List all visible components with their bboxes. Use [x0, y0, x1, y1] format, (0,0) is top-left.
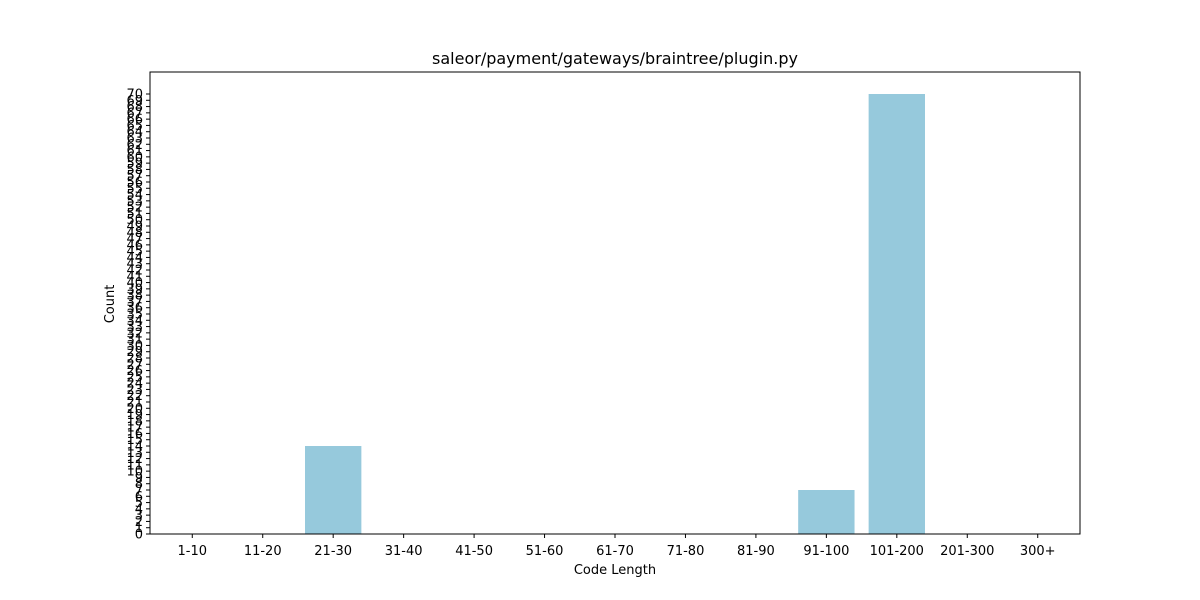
y-tick-label: 23 — [126, 383, 143, 398]
y-tick-label: 0 — [135, 528, 143, 543]
y-tick-label: 65 — [126, 119, 143, 134]
y-tick-label: 14 — [126, 440, 143, 455]
y-tick-label: 20 — [126, 402, 143, 417]
y-tick-label: 21 — [126, 396, 143, 411]
x-tick-label: 41-50 — [455, 544, 493, 559]
x-tick-label: 81-90 — [737, 544, 775, 559]
bar-91-100 — [798, 490, 855, 534]
y-tick-label: 55 — [126, 182, 143, 197]
y-tick-label: 18 — [126, 414, 143, 429]
y-tick-label: 33 — [126, 320, 143, 335]
y-tick-label: 45 — [126, 245, 143, 260]
y-tick-label: 66 — [126, 113, 143, 128]
y-tick-label: 4 — [135, 502, 143, 517]
y-tick-label: 60 — [126, 150, 143, 165]
y-tick-label: 5 — [135, 496, 143, 511]
y-tick-label: 46 — [126, 238, 143, 253]
y-tick-label: 17 — [126, 421, 143, 436]
y-tick-label: 52 — [126, 201, 143, 216]
y-tick-label: 9 — [135, 471, 143, 486]
y-tick-label: 61 — [126, 144, 143, 159]
y-tick-label: 7 — [135, 484, 143, 499]
x-tick-label: 71-80 — [667, 544, 705, 559]
x-tick-label: 300+ — [1020, 544, 1056, 559]
x-tick-label: 31-40 — [385, 544, 423, 559]
y-tick-label: 30 — [126, 339, 143, 354]
y-tick-label: 24 — [126, 377, 143, 392]
y-tick-label: 2 — [135, 515, 143, 530]
y-tick-label: 40 — [126, 276, 143, 291]
y-tick-label: 1 — [135, 521, 143, 536]
y-tick-label: 38 — [126, 289, 143, 304]
y-tick-label: 51 — [126, 207, 143, 222]
x-tick-label: 1-10 — [178, 544, 208, 559]
y-tick-label: 63 — [126, 132, 143, 147]
y-tick-label: 10 — [126, 465, 143, 480]
y-tick-label: 49 — [126, 220, 143, 235]
x-axis-ticks: 1-10 11-20 21-30 31-40 41-50 51-60 61-70 71-80 8… — [178, 534, 1056, 559]
y-tick-label: 27 — [126, 358, 143, 373]
y-tick-label: 22 — [126, 389, 143, 404]
y-tick-label: 8 — [135, 477, 143, 492]
y-tick-label: 19 — [126, 408, 143, 423]
y-tick-label: 57 — [126, 169, 143, 184]
y-tick-label: 25 — [126, 370, 143, 385]
x-tick-label: 11-20 — [244, 544, 282, 559]
x-tick-label: 201-300 — [940, 544, 994, 559]
x-tick-label: 21-30 — [314, 544, 352, 559]
y-tick-label: 32 — [126, 326, 143, 341]
y-tick-label: 59 — [126, 157, 143, 172]
y-tick-label: 12 — [126, 452, 143, 467]
y-tick-label: 39 — [126, 282, 143, 297]
bars-group — [305, 94, 925, 534]
y-tick-label: 43 — [126, 257, 143, 272]
y-tick-label: 6 — [135, 490, 143, 505]
y-tick-label: 68 — [126, 100, 143, 115]
y-tick-label: 13 — [126, 446, 143, 461]
y-tick-label: 56 — [126, 176, 143, 191]
y-tick-label: 35 — [126, 308, 143, 323]
y-tick-label: 29 — [126, 345, 143, 360]
y-tick-label: 3 — [135, 509, 143, 524]
y-tick-label: 15 — [126, 433, 143, 448]
bar-101-200 — [868, 94, 925, 534]
y-tick-label: 42 — [126, 264, 143, 279]
chart-title: saleor/payment/gateways/braintree/plugin… — [432, 49, 798, 68]
y-tick-label: 70 — [126, 88, 143, 103]
y-tick-label: 41 — [126, 270, 143, 285]
y-tick-label: 53 — [126, 194, 143, 209]
y-tick-label: 62 — [126, 138, 143, 153]
y-tick-label: 26 — [126, 364, 143, 379]
y-tick-label: 69 — [126, 94, 143, 109]
y-tick-label: 11 — [126, 458, 143, 473]
x-tick-label: 101-200 — [870, 544, 924, 559]
y-tick-label: 28 — [126, 352, 143, 367]
y-tick-label: 47 — [126, 232, 143, 247]
x-tick-label: 51-60 — [526, 544, 564, 559]
y-tick-label: 50 — [126, 213, 143, 228]
y-axis-ticks: 0123456789101112131415161718192021222324… — [126, 88, 150, 543]
y-tick-label: 37 — [126, 295, 143, 310]
bar-21-30 — [305, 446, 362, 534]
y-tick-label: 34 — [126, 314, 143, 329]
plot-area-frame — [149, 71, 1081, 535]
y-tick-label: 48 — [126, 226, 143, 241]
y-tick-label: 54 — [126, 188, 143, 203]
x-axis-label: Code Length — [574, 563, 656, 578]
y-axis-label: Count — [103, 285, 118, 324]
y-tick-label: 36 — [126, 301, 143, 316]
y-tick-label: 31 — [126, 333, 143, 348]
y-tick-label: 64 — [126, 125, 143, 140]
y-tick-label: 58 — [126, 163, 143, 178]
y-tick-label: 16 — [126, 427, 143, 442]
x-tick-label: 91-100 — [803, 544, 849, 559]
x-tick-label: 61-70 — [596, 544, 634, 559]
y-tick-label: 67 — [126, 106, 143, 121]
y-tick-label: 44 — [126, 251, 143, 266]
